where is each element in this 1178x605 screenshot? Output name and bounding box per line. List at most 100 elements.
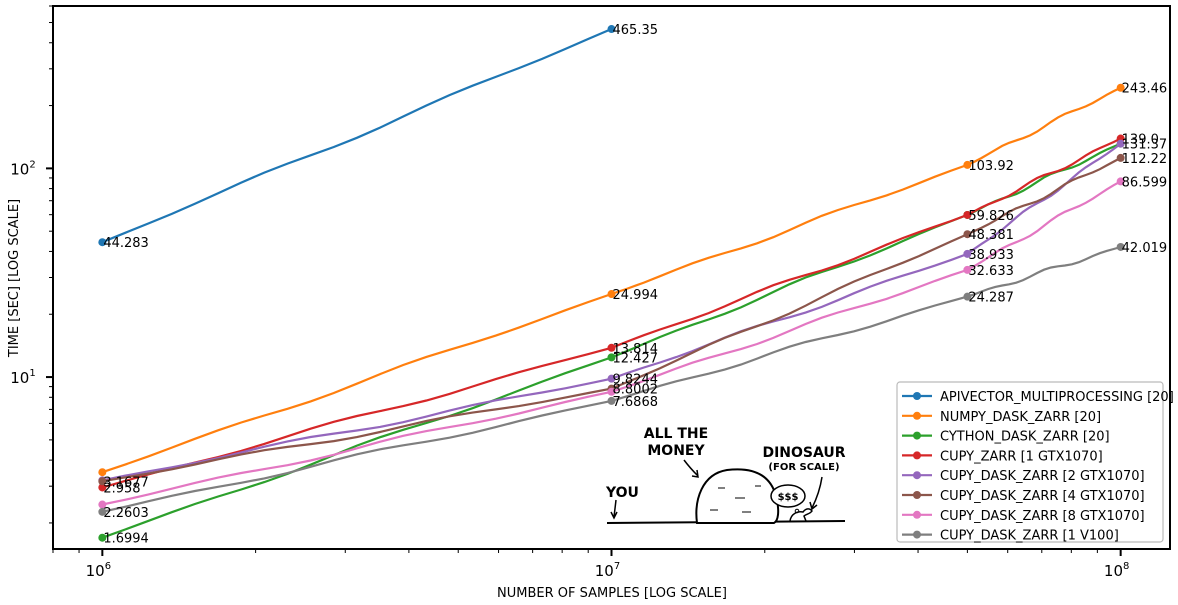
dinosaur-shape xyxy=(789,508,813,522)
x-axis-title: NUMBER OF SAMPLES [LOG SCALE] xyxy=(497,586,727,601)
legend-marker xyxy=(913,471,921,480)
legend-label: CUPY_ZARR [1 GTX1070] xyxy=(940,449,1103,464)
data-label: 38.933 xyxy=(968,248,1014,263)
data-point xyxy=(98,500,107,509)
data-label: 103.92 xyxy=(968,159,1014,174)
data-label: 12.427 xyxy=(613,351,659,366)
data-point xyxy=(963,265,972,274)
data-point xyxy=(963,292,972,301)
data-point xyxy=(1116,177,1125,186)
y-axis-ticks: 101 102 xyxy=(10,5,53,524)
legend-entry: NUMPY_DASK_ZARR [20] xyxy=(902,410,1101,425)
data-label: 1.6994 xyxy=(103,532,149,547)
legend-entry: APIVECTOR_MULTIPROCESSING [20] xyxy=(902,390,1174,405)
series-line xyxy=(101,180,1122,506)
data-label: 13.814 xyxy=(613,342,659,357)
data-label: 9.8244 xyxy=(613,373,659,388)
data-label: 243.46 xyxy=(1122,82,1168,97)
series-line xyxy=(101,137,1122,489)
data-label: 32.633 xyxy=(968,264,1014,279)
series-line xyxy=(101,86,1122,474)
legend-label: CUPY_DASK_ZARR [4 GTX1070] xyxy=(940,489,1145,504)
legend-label: CUPY_DASK_ZARR [1 V100] xyxy=(940,529,1119,544)
data-point xyxy=(98,533,107,542)
legend-entry: CUPY_DASK_ZARR [1 V100] xyxy=(902,529,1119,544)
legend-entry: CUPY_DASK_ZARR [8 GTX1070] xyxy=(902,509,1145,524)
data-point xyxy=(98,477,107,486)
data-label: 42.019 xyxy=(1122,241,1168,256)
legend-marker xyxy=(913,491,921,499)
data-label: 131.37 xyxy=(1122,138,1168,153)
legend-label: CUPY_DASK_ZARR [8 GTX1070] xyxy=(940,509,1145,524)
data-point xyxy=(607,353,616,362)
you-label: YOU xyxy=(605,485,639,501)
series-layer xyxy=(98,25,1125,542)
dinosaur-label-line2: (FOR SCALE) xyxy=(768,462,839,473)
series-line xyxy=(101,142,1122,482)
legend-label: CYTHON_DASK_ZARR [20] xyxy=(940,430,1110,445)
data-label: 86.599 xyxy=(1122,175,1168,190)
data-label: 465.35 xyxy=(613,23,659,38)
x-tick-label: 106 xyxy=(86,561,111,580)
data-point xyxy=(98,468,107,477)
x-tick-label: 107 xyxy=(595,561,620,580)
data-point xyxy=(607,343,616,352)
data-label: 48.381 xyxy=(968,228,1014,243)
thought-bubble-dot xyxy=(794,508,800,514)
legend: APIVECTOR_MULTIPROCESSING [20] NUMPY_DASK… xyxy=(896,381,1174,544)
series-line xyxy=(101,27,613,244)
data-label: 112.22 xyxy=(1122,152,1168,167)
x-tick-label: 108 xyxy=(1104,561,1129,580)
data-label: 59.826 xyxy=(968,209,1014,224)
legend-marker xyxy=(913,431,921,440)
data-point xyxy=(963,249,972,258)
data-point xyxy=(607,396,616,405)
series-line xyxy=(101,156,1122,483)
data-label: 2.2603 xyxy=(103,506,149,521)
legend-label: CUPY_DASK_ZARR [2 GTX1070] xyxy=(940,469,1145,484)
y-tick-label: 101 xyxy=(10,368,35,387)
you-arrow xyxy=(610,499,618,520)
data-label: 44.283 xyxy=(103,236,149,251)
data-label: 24.287 xyxy=(968,291,1014,306)
data-point xyxy=(963,160,972,169)
money-arrow xyxy=(683,459,699,478)
data-label: 24.994 xyxy=(613,288,659,303)
data-point xyxy=(1116,83,1125,92)
y-tick-label: 102 xyxy=(10,159,35,178)
data-point xyxy=(98,507,107,516)
legend-label: NUMPY_DASK_ZARR [20] xyxy=(940,410,1101,425)
data-label: 2.958 xyxy=(103,481,140,496)
dinosaur-label-line1: DINOSAUR xyxy=(762,445,845,461)
data-point xyxy=(963,210,972,219)
series-line xyxy=(101,245,1122,513)
data-label: 8.8002 xyxy=(613,383,659,398)
thought-bubble xyxy=(770,484,806,508)
data-point xyxy=(1116,139,1125,148)
data-point xyxy=(1116,153,1125,162)
data-point xyxy=(607,387,616,396)
money-pile xyxy=(695,468,780,524)
data-label: 139.0 xyxy=(1122,133,1159,148)
data-point xyxy=(607,290,616,299)
legend-label: APIVECTOR_MULTIPROCESSING [20] xyxy=(940,390,1174,405)
legend-marker xyxy=(913,411,921,420)
data-point xyxy=(1116,242,1125,251)
x-axis-ticks: 106 107 108 xyxy=(52,549,1129,580)
data-label: 3.1677 xyxy=(103,475,149,490)
money-label-line1: ALL THE xyxy=(644,426,708,442)
dollars-text: $$$ xyxy=(778,492,799,503)
legend-marker xyxy=(913,530,921,539)
legend-entry: CYTHON_DASK_ZARR [20] xyxy=(902,430,1110,445)
legend-box xyxy=(896,381,1164,543)
legend-marker xyxy=(913,392,921,400)
data-label: 7.6868 xyxy=(613,395,659,410)
money-label-line2: MONEY xyxy=(647,443,705,459)
legend-entry: CUPY_DASK_ZARR [2 GTX1070] xyxy=(902,469,1145,484)
dinosaur-arrow xyxy=(809,476,823,511)
data-point xyxy=(98,238,107,247)
data-point xyxy=(607,25,616,34)
legend-entry: CUPY_ZARR [1 GTX1070] xyxy=(902,449,1103,464)
legend-marker xyxy=(913,451,921,460)
